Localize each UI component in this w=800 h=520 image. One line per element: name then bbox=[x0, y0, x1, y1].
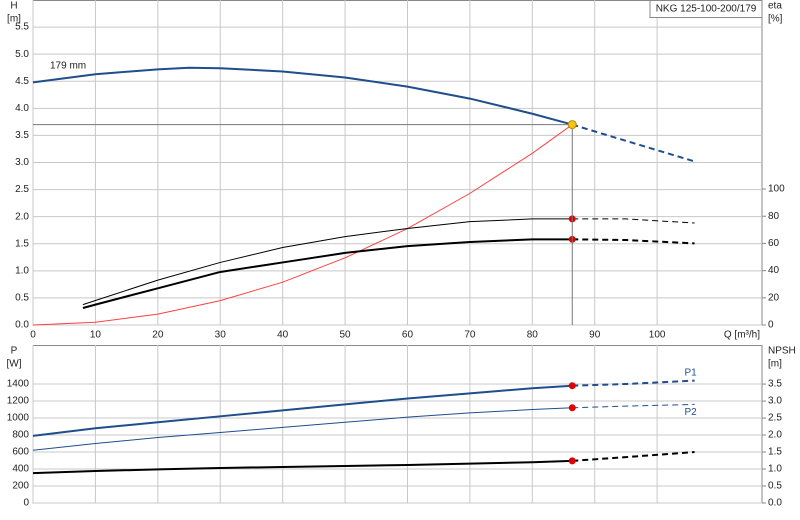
y2-tick-label: 0.0 bbox=[768, 498, 782, 509]
y2-tick-label: 3.5 bbox=[768, 379, 782, 390]
x-tick-label: 0 bbox=[30, 330, 36, 341]
y-tick-label: 2.5 bbox=[15, 184, 29, 195]
y-tick-label: 5.5 bbox=[15, 22, 29, 33]
title-box bbox=[649, 0, 763, 18]
curve bbox=[572, 379, 695, 387]
y2-axis-unit: [m] bbox=[768, 359, 782, 370]
curve bbox=[571, 123, 695, 163]
curve bbox=[572, 238, 695, 245]
x-tick-label: 40 bbox=[277, 330, 289, 341]
y2-tick-label: 100 bbox=[768, 184, 785, 195]
y2-axis-label: eta bbox=[768, 1, 782, 12]
y-tick-label: 0.5 bbox=[15, 293, 29, 304]
series-label: P2 bbox=[684, 407, 697, 418]
y2-tick-label: 20 bbox=[768, 292, 780, 303]
curve bbox=[32, 384, 573, 437]
x-tick-label: 90 bbox=[589, 330, 601, 341]
x-tick-label: 50 bbox=[340, 330, 352, 341]
y-tick-label: 1400 bbox=[7, 379, 30, 390]
x-tick-label: 60 bbox=[402, 330, 414, 341]
curve bbox=[32, 459, 573, 475]
x-tick-label: 70 bbox=[464, 330, 476, 341]
y-tick-label: 1.0 bbox=[15, 265, 29, 276]
curve bbox=[82, 218, 573, 306]
y2-axis-unit: [%] bbox=[768, 14, 783, 25]
y-tick-label: 1.5 bbox=[15, 238, 29, 249]
curve bbox=[32, 66, 573, 126]
curve-annotation: 179 mm bbox=[50, 61, 86, 72]
chart-title: NKG 125-100-200/179 bbox=[656, 4, 757, 15]
y-axis-label: P bbox=[11, 346, 18, 357]
curve bbox=[32, 124, 573, 326]
y-tick-label: 400 bbox=[12, 464, 29, 475]
y2-tick-label: 60 bbox=[768, 238, 780, 249]
y-tick-label: 600 bbox=[12, 447, 29, 458]
curve bbox=[82, 238, 573, 309]
curve bbox=[32, 407, 573, 451]
duty-marker bbox=[568, 382, 576, 390]
x-tick-label: 30 bbox=[215, 330, 227, 341]
y-tick-label: 0.0 bbox=[15, 320, 29, 331]
y-tick-label: 0 bbox=[23, 498, 29, 509]
y-tick-label: 200 bbox=[12, 481, 29, 492]
y-tick-label: 800 bbox=[12, 430, 29, 441]
y2-tick-label: 0 bbox=[768, 320, 774, 331]
y-tick-label: 2.0 bbox=[15, 211, 29, 222]
duty-point bbox=[567, 120, 577, 130]
y-axis-unit: [m] bbox=[7, 14, 21, 25]
y2-tick-label: 2.5 bbox=[768, 413, 782, 424]
y-tick-label: 4.0 bbox=[15, 103, 29, 114]
y-axis-label: H bbox=[10, 1, 17, 12]
x-axis-label: Q [m³/h] bbox=[724, 330, 760, 341]
x-tick-label: 10 bbox=[90, 330, 102, 341]
x-tick-label: 80 bbox=[527, 330, 539, 341]
y-tick-label: 4.5 bbox=[15, 76, 29, 87]
duty-marker bbox=[568, 457, 576, 465]
x-tick-label: 100 bbox=[649, 330, 666, 341]
y-tick-label: 3.0 bbox=[15, 157, 29, 168]
y2-tick-label: 3.0 bbox=[768, 396, 782, 407]
curve bbox=[572, 403, 695, 409]
y-tick-label: 1000 bbox=[7, 413, 30, 424]
duty-marker bbox=[568, 404, 576, 412]
y2-tick-label: 1.5 bbox=[768, 447, 782, 458]
y-tick-label: 3.5 bbox=[15, 130, 29, 141]
curve bbox=[572, 451, 695, 462]
y-tick-label: 5.0 bbox=[15, 49, 29, 60]
y2-tick-label: 40 bbox=[768, 265, 780, 276]
y2-tick-label: 0.5 bbox=[768, 481, 782, 492]
x-tick-label: 20 bbox=[152, 330, 164, 341]
y-tick-label: 1200 bbox=[7, 396, 30, 407]
y2-tick-label: 2.0 bbox=[768, 430, 782, 441]
series-label: P1 bbox=[684, 367, 697, 378]
curve bbox=[572, 218, 695, 224]
y2-tick-label: 1.0 bbox=[768, 464, 782, 475]
y2-axis-label: NPSH bbox=[768, 346, 796, 357]
y2-tick-label: 80 bbox=[768, 211, 780, 222]
y-axis-unit: [W] bbox=[7, 359, 22, 370]
